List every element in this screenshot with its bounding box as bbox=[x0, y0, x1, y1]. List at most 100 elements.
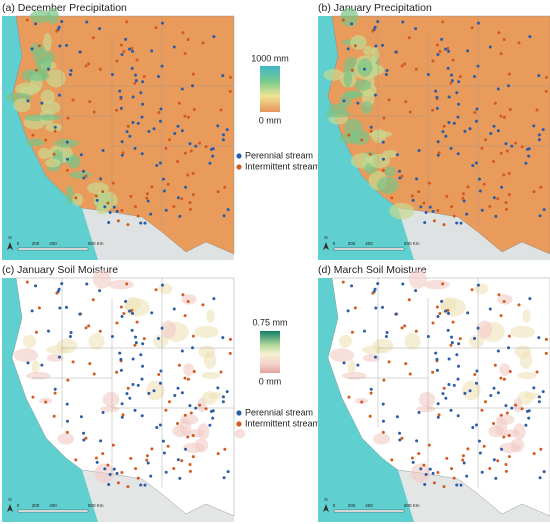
stream-site bbox=[432, 481, 436, 485]
stream-site bbox=[152, 127, 156, 131]
stream-site bbox=[131, 311, 135, 315]
stream-site bbox=[188, 469, 192, 473]
shade bbox=[410, 463, 431, 483]
stream-site bbox=[150, 49, 154, 53]
stream-site bbox=[160, 64, 164, 68]
stream-site bbox=[491, 421, 495, 425]
stream-site bbox=[470, 26, 474, 30]
stream-site bbox=[373, 25, 377, 29]
stream-site bbox=[143, 221, 147, 225]
shade bbox=[362, 354, 380, 362]
stream-site bbox=[506, 84, 510, 88]
shade bbox=[30, 9, 52, 23]
north-arrow bbox=[7, 504, 13, 512]
stream-site bbox=[390, 458, 394, 462]
stream-site bbox=[369, 125, 373, 129]
shade bbox=[181, 294, 197, 305]
stream-site bbox=[444, 309, 448, 313]
stream-site bbox=[449, 146, 453, 150]
stream-site bbox=[115, 209, 119, 213]
stream-site bbox=[57, 93, 61, 97]
stream-site bbox=[449, 343, 453, 347]
stream-site bbox=[478, 451, 482, 455]
stream-site bbox=[476, 283, 480, 287]
shade bbox=[108, 279, 134, 290]
stream-site bbox=[520, 145, 524, 149]
shade bbox=[341, 371, 367, 380]
stream-site bbox=[31, 395, 35, 399]
stream-site bbox=[142, 337, 146, 341]
stream-site bbox=[161, 177, 165, 181]
stream-site bbox=[183, 413, 187, 417]
stream-site bbox=[175, 159, 179, 163]
stream-site bbox=[53, 391, 57, 395]
shade bbox=[362, 345, 386, 354]
stream-site bbox=[419, 205, 423, 209]
shade bbox=[389, 202, 415, 220]
stream-site bbox=[368, 414, 372, 418]
stream-site bbox=[341, 280, 345, 284]
stream-site bbox=[60, 20, 64, 24]
stream-site bbox=[47, 329, 51, 333]
stream-site bbox=[447, 357, 451, 361]
stream-site bbox=[216, 190, 220, 194]
stream-site bbox=[157, 372, 161, 376]
stream-site bbox=[65, 402, 69, 406]
stream-site bbox=[135, 58, 139, 62]
stream-site bbox=[435, 357, 439, 361]
stream-site bbox=[506, 346, 510, 350]
north-label: N bbox=[324, 235, 327, 240]
stream-site bbox=[431, 59, 435, 63]
stream-site bbox=[211, 409, 215, 413]
stream-site bbox=[489, 393, 493, 397]
stream-site bbox=[436, 402, 440, 406]
stream-site bbox=[101, 148, 105, 152]
stream-site bbox=[461, 458, 465, 462]
stream-site bbox=[507, 455, 511, 459]
shade bbox=[513, 397, 523, 413]
stream-site bbox=[404, 100, 408, 104]
stream-site bbox=[74, 458, 78, 462]
stream-site bbox=[176, 124, 180, 128]
stream-site bbox=[145, 458, 149, 462]
stream-site bbox=[150, 447, 154, 451]
shade bbox=[497, 294, 513, 305]
stream-site bbox=[30, 309, 34, 313]
stream-site bbox=[120, 470, 124, 474]
shade bbox=[350, 35, 367, 50]
stream-site bbox=[504, 404, 508, 408]
stream-site bbox=[88, 100, 92, 104]
stream-site bbox=[436, 53, 440, 57]
stream-site bbox=[34, 330, 38, 334]
stream-site bbox=[84, 64, 88, 68]
stream-site bbox=[435, 106, 439, 110]
stream-site bbox=[463, 129, 467, 133]
stream-site bbox=[446, 66, 450, 70]
stream-site bbox=[149, 474, 153, 478]
stream-site bbox=[134, 341, 138, 345]
scale-label: 400 bbox=[365, 503, 373, 508]
stream-site bbox=[417, 452, 421, 456]
stream-site bbox=[126, 223, 130, 227]
stream-site bbox=[223, 447, 227, 451]
stream-site bbox=[507, 433, 511, 437]
shade bbox=[517, 391, 534, 405]
north-arrow bbox=[323, 242, 329, 250]
stream-site bbox=[350, 284, 354, 288]
stream-site bbox=[442, 485, 446, 489]
stream-site bbox=[456, 115, 460, 119]
stream-site bbox=[141, 80, 145, 84]
stream-site bbox=[442, 223, 446, 227]
stream-site bbox=[441, 282, 445, 286]
stream-site bbox=[510, 144, 514, 148]
stream-site bbox=[499, 151, 503, 155]
stream-site bbox=[164, 208, 168, 212]
stream-site bbox=[458, 75, 462, 79]
stream-site bbox=[398, 431, 402, 435]
stream-site bbox=[510, 406, 514, 410]
stream-site bbox=[451, 320, 455, 324]
stream-site bbox=[120, 315, 124, 319]
stream-site bbox=[450, 341, 454, 345]
shade bbox=[373, 433, 391, 445]
shade bbox=[499, 363, 511, 377]
